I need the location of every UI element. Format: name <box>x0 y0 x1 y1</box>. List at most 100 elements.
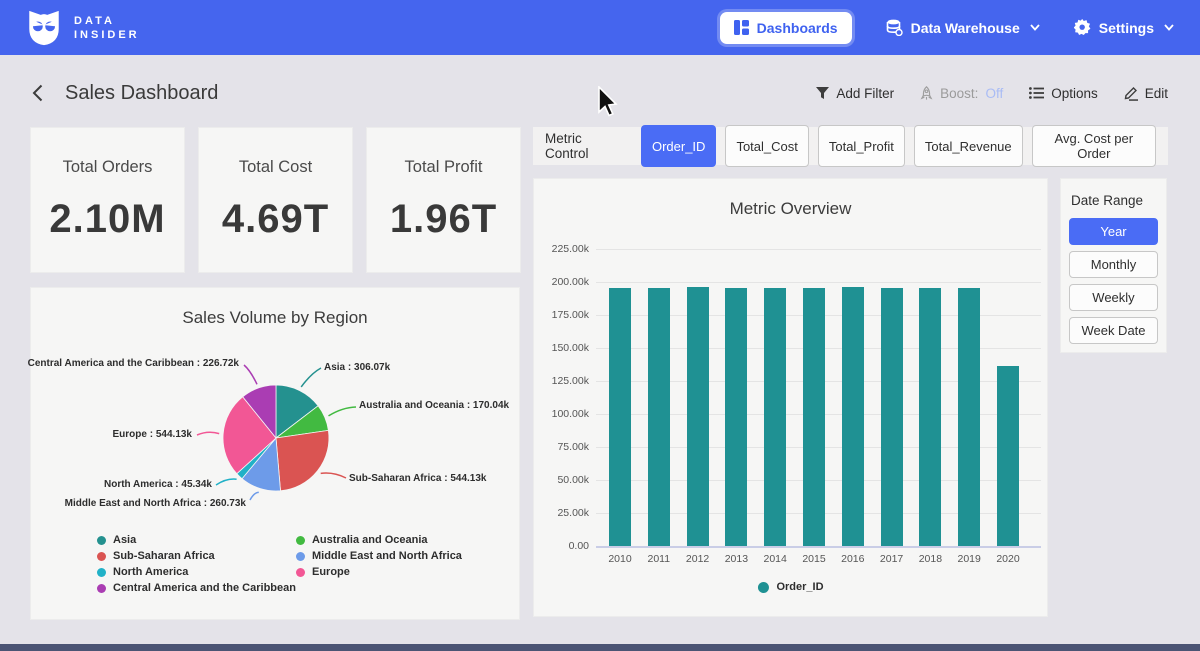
bar-2012[interactable] <box>687 287 709 546</box>
gridline <box>596 282 1041 283</box>
rocket-icon <box>920 86 933 101</box>
x-axis-tick: 2017 <box>872 553 912 565</box>
legend-item[interactable]: Asia <box>97 534 296 546</box>
kpi-label: Total Profit <box>405 158 483 177</box>
brand-line1: DATA <box>74 14 140 28</box>
legend-dot-icon <box>97 552 106 561</box>
edit-label: Edit <box>1145 86 1168 101</box>
pie-label: Central America and the Caribbean : 226.… <box>28 358 239 369</box>
legend-label: Europe <box>312 566 350 578</box>
pie-leader-line <box>244 365 257 384</box>
legend-item[interactable]: Sub-Saharan Africa <box>97 550 296 562</box>
bar-2013[interactable] <box>725 288 747 546</box>
bar-2020[interactable] <box>997 366 1019 546</box>
x-axis-tick: 2018 <box>910 553 950 565</box>
edit-button[interactable]: Edit <box>1124 86 1168 101</box>
x-axis-tick: 2013 <box>716 553 756 565</box>
y-axis-tick: 100.00k <box>534 408 589 420</box>
pie-legend-column: Asia Sub-Saharan Africa North America Centr… <box>97 534 296 594</box>
date-range-button-monthly[interactable]: Monthly <box>1069 251 1158 278</box>
kpi-value: 4.69T <box>222 197 329 242</box>
y-axis-tick: 25.00k <box>534 507 589 519</box>
date-range-buttons: Year Monthly Weekly Week Date <box>1069 218 1158 344</box>
brand-line2: INSIDER <box>74 28 140 42</box>
dashboards-button[interactable]: Dashboards <box>720 12 852 44</box>
pie-slice-2[interactable] <box>276 430 329 490</box>
legend-item[interactable]: Europe <box>296 566 486 578</box>
pie-card: Sales Volume by Region AsiaSub-Saharan A… <box>30 287 520 620</box>
pie-leader-line <box>216 479 237 485</box>
x-axis-tick: 2019 <box>949 553 989 565</box>
legend-dot-icon <box>296 552 305 561</box>
y-axis-tick: 175.00k <box>534 309 589 321</box>
mouse-cursor <box>598 86 618 117</box>
legend-item[interactable]: Central America and the Caribbean <box>97 582 296 594</box>
data-warehouse-menu[interactable]: Data Warehouse <box>886 19 1040 36</box>
y-axis-tick: 200.00k <box>534 276 589 288</box>
options-button[interactable]: Options <box>1029 86 1098 101</box>
pie-label: Europe : 544.13k <box>113 429 192 440</box>
date-range-card: Date Range YearMonthlyWeeklyWeek Date <box>1060 178 1167 353</box>
add-filter-button[interactable]: Add Filter <box>816 86 894 101</box>
legend-item[interactable]: Australia and Oceania <box>296 534 486 546</box>
chevron-down-icon <box>1164 24 1174 31</box>
legend-dot-icon <box>757 582 768 593</box>
bar-2016[interactable] <box>842 287 864 546</box>
chevron-down-icon <box>1030 24 1040 31</box>
navbar: DATA INSIDER Dashboards D <box>0 0 1200 55</box>
metric-button-order-id[interactable]: Order_ID <box>641 125 716 167</box>
legend-item[interactable]: Middle East and North Africa <box>296 550 486 562</box>
bar-2014[interactable] <box>764 288 786 546</box>
subheader-left: Sales Dashboard <box>32 82 218 105</box>
legend-label: Order_ID <box>776 581 823 593</box>
pie-label: Sub-Saharan Africa : 544.13k <box>349 473 486 484</box>
legend-dot-icon <box>296 568 305 577</box>
bar-2011[interactable] <box>648 288 670 546</box>
legend-item[interactable]: North America <box>97 566 296 578</box>
metric-control-label: Metric Control <box>545 131 627 161</box>
bar-plot: 225.00k200.00k175.00k150.00k125.00k100.0… <box>534 179 1047 616</box>
date-range-button-weekly[interactable]: Weekly <box>1069 284 1158 311</box>
data-warehouse-label: Data Warehouse <box>911 20 1020 36</box>
metric-button-total-cost[interactable]: Total_Cost <box>725 125 808 167</box>
metric-button-total-profit[interactable]: Total_Profit <box>818 125 905 167</box>
back-button[interactable] <box>32 84 43 102</box>
boost-toggle[interactable]: Boost: Off <box>920 86 1003 101</box>
kpi-card-total-orders: Total Orders 2.10M <box>30 127 185 273</box>
bottom-bar <box>0 644 1200 651</box>
date-range-button-week-date[interactable]: Week Date <box>1069 317 1158 344</box>
metric-button-total-revenue[interactable]: Total_Revenue <box>914 125 1023 167</box>
bar-chart-legend[interactable]: Order_ID <box>757 581 823 593</box>
x-axis-tick: 2011 <box>639 553 679 565</box>
pie-label: North America : 45.34k <box>104 479 212 490</box>
kpi-value: 2.10M <box>49 197 165 242</box>
kpi-card-total-profit: Total Profit 1.96T <box>366 127 521 273</box>
kpi-label: Total Cost <box>239 158 312 177</box>
settings-menu[interactable]: Settings <box>1074 19 1174 36</box>
bar-2010[interactable] <box>609 288 631 546</box>
filter-icon <box>816 87 829 99</box>
bar-2018[interactable] <box>919 288 941 546</box>
pie-leader-line <box>329 407 357 416</box>
database-icon <box>886 19 903 36</box>
bar-chart-card: Metric Overview 225.00k200.00k175.00k150… <box>533 178 1048 617</box>
bar-2017[interactable] <box>881 288 903 546</box>
bar-2015[interactable] <box>803 288 825 546</box>
y-axis-tick: 0.00 <box>534 540 589 552</box>
brand[interactable]: DATA INSIDER <box>26 9 140 47</box>
options-label: Options <box>1051 86 1098 101</box>
pie-leader-line <box>250 492 259 500</box>
gridline <box>596 546 1041 548</box>
y-axis-tick: 75.00k <box>534 441 589 453</box>
x-axis-tick: 2016 <box>833 553 873 565</box>
bar-2019[interactable] <box>958 288 980 546</box>
y-axis-tick: 150.00k <box>534 342 589 354</box>
metric-button-avg-cost-per-order[interactable]: Avg. Cost per Order <box>1032 125 1156 167</box>
date-range-button-year[interactable]: Year <box>1069 218 1158 245</box>
legend-dot-icon <box>97 568 106 577</box>
x-axis-tick: 2014 <box>755 553 795 565</box>
legend-dot-icon <box>296 536 305 545</box>
dashboards-icon <box>734 20 749 35</box>
pie-label: Middle East and North Africa : 260.73k <box>65 498 246 509</box>
legend-label: Middle East and North Africa <box>312 550 462 562</box>
